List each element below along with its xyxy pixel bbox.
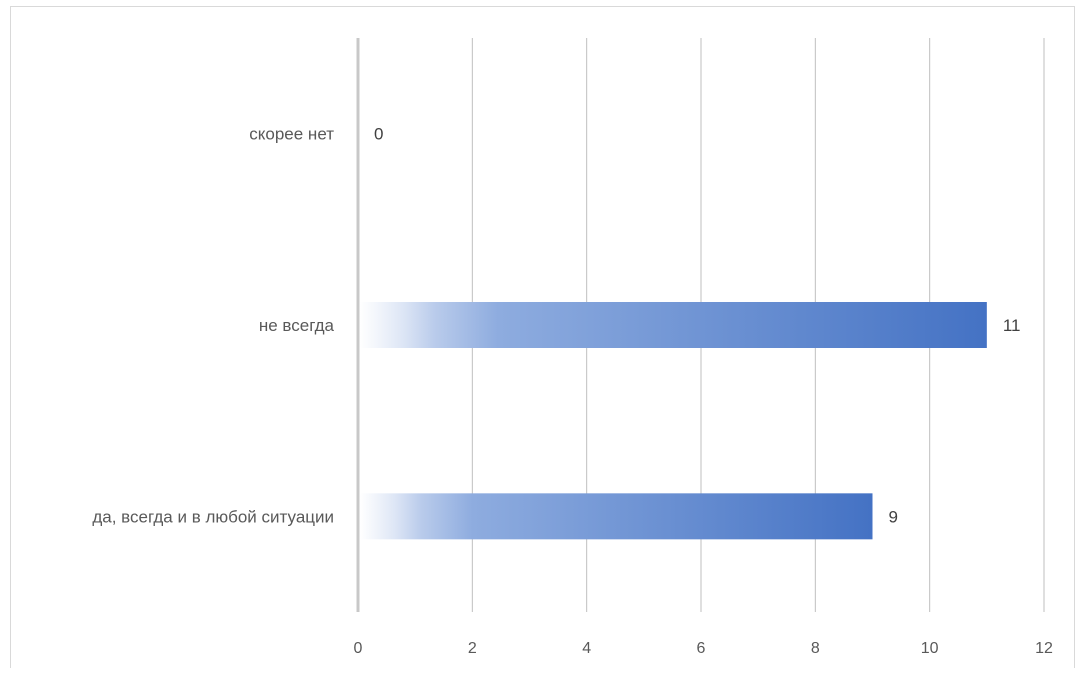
- x-tick-label-8: 8: [811, 640, 820, 657]
- category-label-0: скорее нет: [249, 125, 334, 144]
- bars: [360, 302, 987, 540]
- data-label-1: 11: [1003, 316, 1021, 335]
- data-label-0: 0: [374, 125, 383, 144]
- bar-2: [360, 493, 873, 540]
- x-tick-label-6: 6: [697, 640, 706, 657]
- x-tick-label-0: 0: [354, 640, 363, 657]
- category-label-1: не всегда: [259, 316, 335, 335]
- bar-1: [360, 302, 987, 348]
- x-tick-label-4: 4: [582, 640, 591, 657]
- x-tick-label-12: 12: [1035, 640, 1053, 657]
- labels: 0 2 4 6 8 10 12 скорее нет 0 не всегда 11 да, всегд…: [92, 125, 1053, 657]
- chart-frame: [10, 6, 1075, 668]
- x-tick-label-10: 10: [921, 640, 939, 657]
- category-label-2: да, всегда и в любой ситуации: [92, 507, 334, 526]
- x-tick-label-2: 2: [468, 640, 477, 657]
- data-label-2: 9: [889, 507, 898, 526]
